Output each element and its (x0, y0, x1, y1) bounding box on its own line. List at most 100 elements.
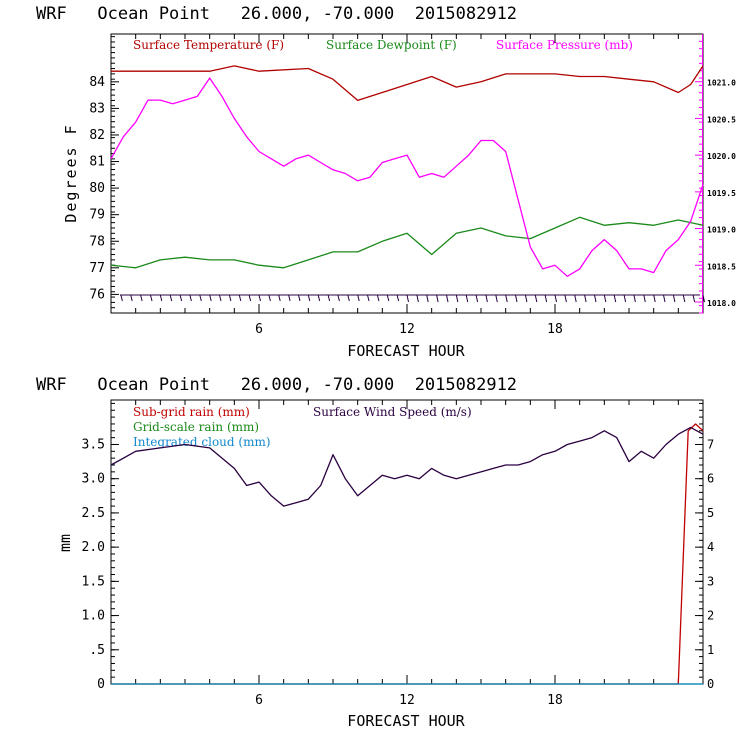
wind-barb (534, 294, 538, 303)
wind-barb (130, 294, 133, 302)
wind-barb (613, 294, 617, 303)
wind-barb (594, 294, 597, 303)
top-y2-tick-label: 1020.5 (707, 115, 736, 124)
wind-barb (663, 294, 666, 303)
legend-dewpoint: Surface Dewpoint (F) (326, 38, 457, 52)
bottom-y-tick-label: 3.0 (82, 472, 105, 487)
bottom-legend: Sub-grid rain (mm) Grid-scale rain (mm) … (133, 405, 472, 449)
wind-barb (357, 294, 360, 302)
wind-barb (376, 294, 380, 302)
wind-barb (524, 294, 528, 303)
wind-barb (623, 294, 627, 303)
bottom-y-tick-label: 0 (97, 677, 105, 692)
wind-barb (150, 294, 153, 302)
wind-barb (465, 294, 469, 303)
wind-barb (653, 294, 656, 303)
top-x-tick-label: 12 (399, 322, 415, 337)
wind-barb (574, 294, 577, 303)
legend-gridscale-rain: Grid-scale rain (mm) (133, 420, 259, 434)
wind-barb (307, 294, 311, 302)
top-x-axis-label: FORECAST HOUR (347, 342, 465, 360)
top-plot-frame (110, 33, 704, 314)
bottom-y-tick-label: 2.0 (82, 540, 105, 555)
wind-barb (298, 294, 301, 302)
top-y2-tick-label: 1019.5 (707, 189, 736, 198)
wind-barb (584, 294, 587, 303)
wind-barb (692, 294, 696, 303)
wind-barb (199, 294, 202, 302)
bottom-y2-tick-label: 0 (707, 677, 714, 691)
legend-wind-speed: Surface Wind Speed (m/s) (313, 405, 472, 419)
top-x-tick-label: 18 (547, 322, 563, 337)
top-y-tick-label: 81 (89, 155, 105, 170)
wind-barb (219, 294, 222, 302)
wind-barb (179, 294, 183, 302)
bottom-x-tick-label: 6 (255, 693, 263, 708)
wind-barb (396, 294, 400, 302)
wind-barb (140, 294, 143, 302)
bottom-y-axis-label: mm (56, 534, 74, 552)
top-y-tick-label: 84 (89, 75, 105, 90)
wind-barb (238, 294, 242, 302)
top-y2-tick-label: 1018.0 (707, 299, 736, 308)
top-y-axis-label: Degrees F (62, 123, 80, 222)
wind-barb (485, 294, 488, 303)
top-y2-tick-label: 1018.5 (707, 262, 736, 271)
wind-barb (643, 294, 646, 303)
wind-barb (505, 294, 508, 303)
top-chart-title: WRF Ocean Point 26.000, -70.000 20150829… (36, 4, 517, 24)
wind-barb (228, 294, 232, 302)
wind-barb (495, 294, 498, 303)
bottom-y2-tick-label: 2 (707, 609, 714, 623)
wind-barb (406, 294, 409, 303)
wind-barb (189, 294, 192, 302)
top-series-line-1 (111, 65, 704, 102)
wind-barb (475, 294, 479, 303)
top-y-tick-label: 83 (89, 101, 105, 116)
wind-barbs (120, 294, 705, 303)
wind-barb (209, 294, 212, 302)
wind-barb (288, 294, 291, 302)
wind-barb (169, 294, 173, 302)
bottom-x-tick-label: 12 (399, 693, 415, 708)
bottom-y-tick-label: 2.5 (82, 506, 105, 521)
wind-barb (702, 294, 705, 303)
bottom-y-tick-label: 1.5 (82, 574, 105, 589)
bottom-series-line-4 (110, 426, 704, 507)
wind-barb (317, 294, 321, 302)
top-y-tick-label: 78 (89, 234, 105, 249)
bottom-y2-tick-label: 3 (707, 574, 714, 588)
top-chart: WRF Ocean Point 26.000, -70.000 20150829… (36, 4, 736, 360)
top-y-tick-label: 79 (89, 208, 105, 223)
top-y-tick-label: 82 (89, 128, 105, 143)
wind-barb (386, 294, 390, 302)
bottom-y2-tick-label: 7 (707, 437, 714, 451)
legend-integrated-cloud: Integrated cloud (mm) (133, 435, 271, 449)
bottom-y2-tick-label: 4 (707, 540, 714, 554)
top-y-tick-label: 76 (89, 287, 105, 302)
top-axes: 6 12 18 76 77 78 79 80 81 82 83 84 1018.0 1018.5 1019.… (89, 34, 736, 337)
bottom-x-tick-label: 18 (547, 693, 563, 708)
bottom-chart: WRF Ocean Point 26.000, -70.000 20150829… (36, 375, 714, 730)
wind-barb (436, 294, 439, 303)
bottom-y2-tick-label: 1 (707, 643, 714, 657)
top-y2-tick-label: 1020.0 (707, 152, 736, 161)
wind-barb (544, 294, 548, 303)
wind-barb (554, 294, 557, 303)
wind-barb (258, 294, 261, 302)
wind-barb (603, 294, 607, 303)
wind-barb (278, 294, 281, 302)
wind-barb (120, 294, 123, 302)
wind-barb (672, 294, 676, 303)
top-x-tick-label: 6 (255, 322, 263, 337)
bottom-chart-title: WRF Ocean Point 26.000, -70.000 20150829… (36, 375, 517, 395)
wind-barb (327, 294, 331, 302)
bottom-y2-tick-label: 5 (707, 506, 714, 520)
wind-barb (367, 294, 370, 302)
bottom-y2-tick-label: 6 (707, 472, 714, 486)
wind-barb (633, 294, 636, 303)
top-y-tick-label: 80 (89, 181, 105, 196)
bottom-y-tick-label: 3.5 (82, 437, 105, 452)
